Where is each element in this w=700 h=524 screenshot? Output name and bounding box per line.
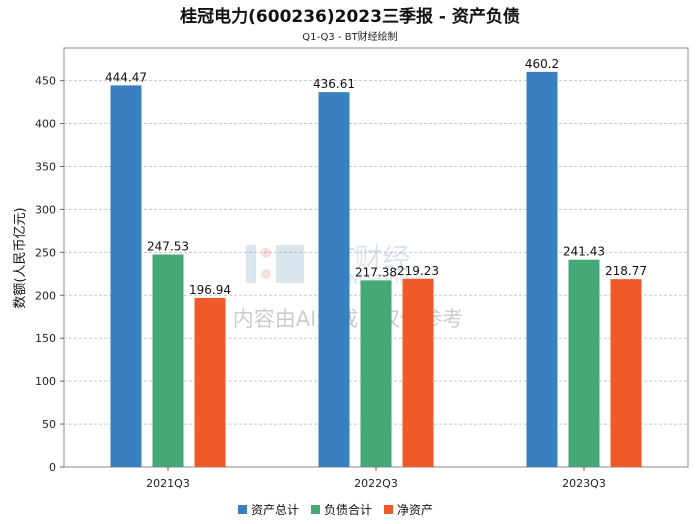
- bar: [568, 259, 600, 467]
- bar: [318, 92, 350, 468]
- chart-title: 桂冠电力(600236)2023三季报 - 资产负债: [179, 6, 520, 27]
- y-tick-label: 0: [49, 461, 56, 474]
- legend-label: 资产总计: [251, 503, 299, 517]
- watermark-logo-block: [276, 245, 304, 283]
- y-tick-label: 450: [35, 75, 56, 88]
- legend-swatch: [311, 505, 320, 514]
- bar: [152, 254, 184, 467]
- y-tick-label: 350: [35, 160, 56, 173]
- y-axis-label: 数额(人民币亿元): [13, 207, 28, 308]
- data-label: 444.47: [105, 70, 147, 84]
- y-tick-label: 250: [35, 246, 56, 259]
- data-label: 218.77: [605, 264, 647, 278]
- data-label: 247.53: [147, 239, 189, 253]
- y-tick-label: 50: [42, 418, 56, 431]
- y-tick-label: 400: [35, 118, 56, 131]
- x-tick-label: 2023Q3: [562, 477, 606, 490]
- bar: [526, 71, 558, 467]
- legend-label: 净资产: [397, 503, 433, 517]
- watermark-logo-bar: [246, 245, 256, 283]
- legend-swatch: [384, 505, 393, 514]
- bar: [610, 279, 642, 467]
- data-label: 196.94: [189, 283, 231, 297]
- chart-subtitle: Q1-Q3 - BT财经绘制: [302, 30, 397, 43]
- legend-label: 负债合计: [324, 502, 372, 517]
- x-tick-label: 2022Q3: [354, 477, 398, 490]
- legend-swatch: [238, 505, 247, 514]
- y-tick-label: 200: [35, 289, 56, 302]
- y-tick-label: 150: [35, 332, 56, 345]
- data-label: 217.38: [355, 265, 397, 279]
- watermark-logo-dot: [261, 269, 271, 279]
- y-tick-label: 300: [35, 203, 56, 216]
- bar: [194, 297, 226, 467]
- x-tick-label: 2021Q3: [146, 477, 190, 490]
- bar: [360, 280, 392, 467]
- bar: [402, 278, 434, 467]
- y-tick-label: 100: [35, 375, 56, 388]
- data-label: 436.61: [313, 77, 355, 91]
- data-label: 219.23: [397, 264, 439, 278]
- data-label: 241.43: [563, 245, 605, 259]
- data-label: 460.2: [525, 57, 559, 71]
- bar: [110, 85, 142, 467]
- watermark-logo-dot: [261, 248, 271, 258]
